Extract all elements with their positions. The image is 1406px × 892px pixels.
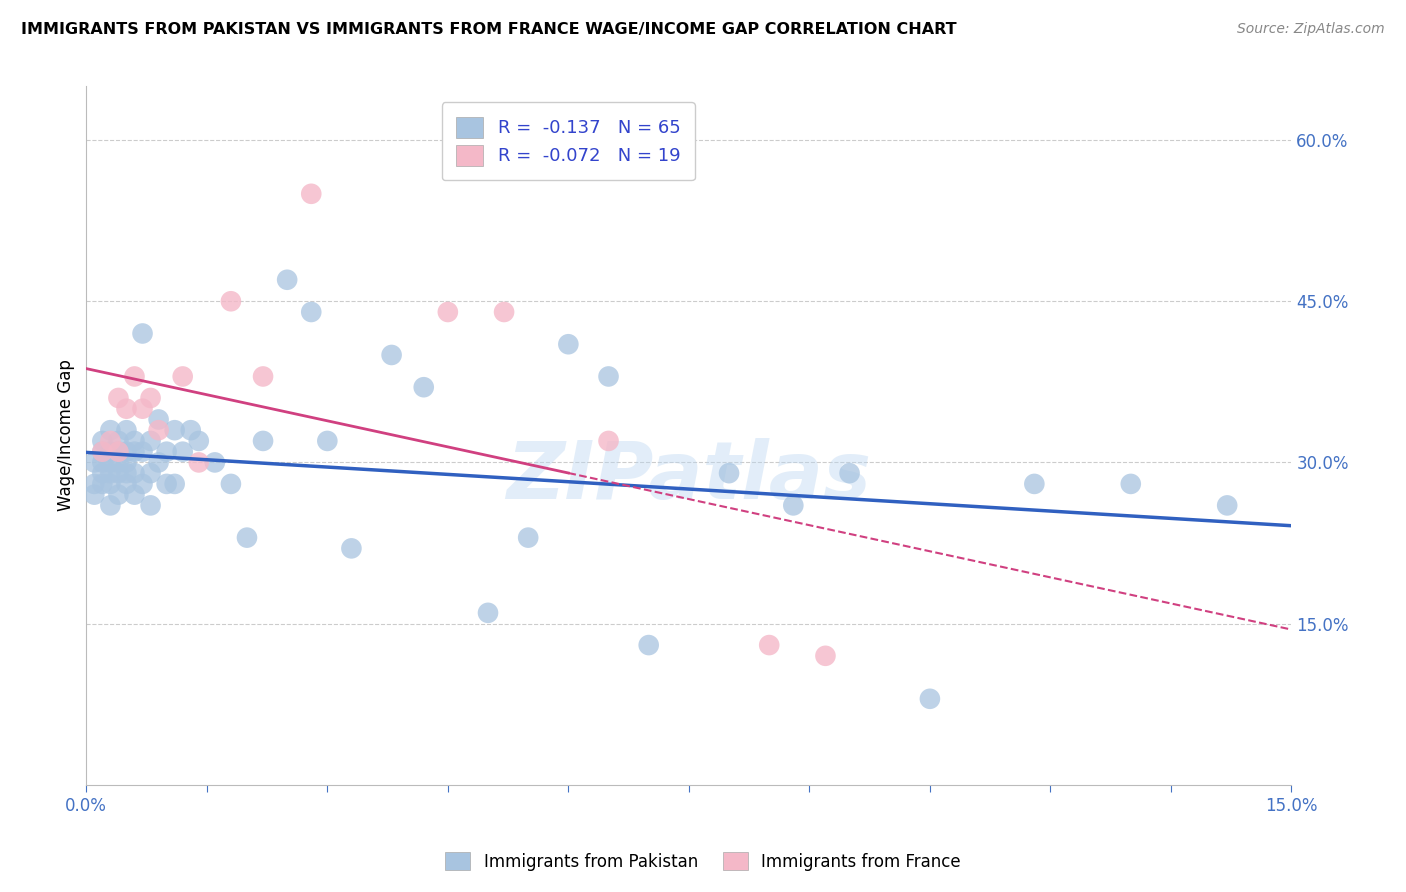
Point	[91, 466, 114, 480]
Text: Source: ZipAtlas.com: Source: ZipAtlas.com	[1237, 22, 1385, 37]
Point	[100, 423, 122, 437]
Point	[83, 476, 105, 491]
Point	[156, 444, 179, 458]
Point	[172, 369, 194, 384]
Point	[107, 455, 129, 469]
Point	[139, 434, 162, 448]
Legend: Immigrants from Pakistan, Immigrants from France: Immigrants from Pakistan, Immigrants fro…	[437, 844, 969, 880]
Text: IMMIGRANTS FROM PAKISTAN VS IMMIGRANTS FROM FRANCE WAGE/INCOME GAP CORRELATION C: IMMIGRANTS FROM PAKISTAN VS IMMIGRANTS F…	[21, 22, 956, 37]
Point	[83, 455, 105, 469]
Point	[115, 455, 138, 469]
Point	[131, 326, 153, 341]
Point	[219, 294, 242, 309]
Point	[124, 466, 146, 480]
Point	[83, 488, 105, 502]
Point	[124, 434, 146, 448]
Point	[100, 476, 122, 491]
Point	[107, 434, 129, 448]
Point	[156, 476, 179, 491]
Point	[918, 691, 941, 706]
Point	[252, 369, 274, 384]
Point	[115, 423, 138, 437]
Point	[107, 488, 129, 502]
Point	[172, 444, 194, 458]
Point	[139, 391, 162, 405]
Point	[718, 466, 741, 480]
Point	[299, 305, 322, 319]
Point	[91, 455, 114, 469]
Point	[131, 476, 153, 491]
Point	[187, 455, 209, 469]
Point	[437, 305, 460, 319]
Point	[124, 369, 146, 384]
Point	[148, 455, 170, 469]
Point	[148, 412, 170, 426]
Point	[598, 434, 620, 448]
Point	[412, 380, 434, 394]
Point	[91, 444, 114, 458]
Point	[163, 476, 186, 491]
Point	[100, 434, 122, 448]
Point	[124, 444, 146, 458]
Point	[100, 466, 122, 480]
Point	[1024, 476, 1046, 491]
Point	[381, 348, 404, 362]
Point	[100, 499, 122, 513]
Point	[100, 444, 122, 458]
Point	[1119, 476, 1142, 491]
Point	[115, 466, 138, 480]
Y-axis label: Wage/Income Gap: Wage/Income Gap	[58, 359, 75, 511]
Point	[252, 434, 274, 448]
Point	[637, 638, 659, 652]
Point	[340, 541, 363, 556]
Point	[187, 434, 209, 448]
Point	[100, 455, 122, 469]
Point	[299, 186, 322, 201]
Point	[163, 423, 186, 437]
Point	[517, 531, 540, 545]
Point	[758, 638, 780, 652]
Point	[180, 423, 202, 437]
Point	[148, 423, 170, 437]
Point	[139, 499, 162, 513]
Point	[107, 444, 129, 458]
Point	[131, 444, 153, 458]
Point	[557, 337, 579, 351]
Point	[91, 444, 114, 458]
Point	[598, 369, 620, 384]
Point	[219, 476, 242, 491]
Point	[107, 444, 129, 458]
Point	[91, 476, 114, 491]
Point	[316, 434, 339, 448]
Point	[124, 488, 146, 502]
Point	[107, 391, 129, 405]
Point	[131, 401, 153, 416]
Point	[115, 444, 138, 458]
Point	[91, 434, 114, 448]
Point	[276, 273, 298, 287]
Point	[139, 466, 162, 480]
Point	[236, 531, 259, 545]
Point	[477, 606, 499, 620]
Point	[782, 499, 804, 513]
Point	[204, 455, 226, 469]
Legend: R =  -0.137   N = 65, R =  -0.072   N = 19: R = -0.137 N = 65, R = -0.072 N = 19	[441, 103, 695, 180]
Point	[1216, 499, 1239, 513]
Text: ZIPatlas: ZIPatlas	[506, 439, 872, 516]
Point	[115, 401, 138, 416]
Point	[814, 648, 837, 663]
Point	[838, 466, 860, 480]
Point	[494, 305, 516, 319]
Point	[107, 466, 129, 480]
Point	[115, 476, 138, 491]
